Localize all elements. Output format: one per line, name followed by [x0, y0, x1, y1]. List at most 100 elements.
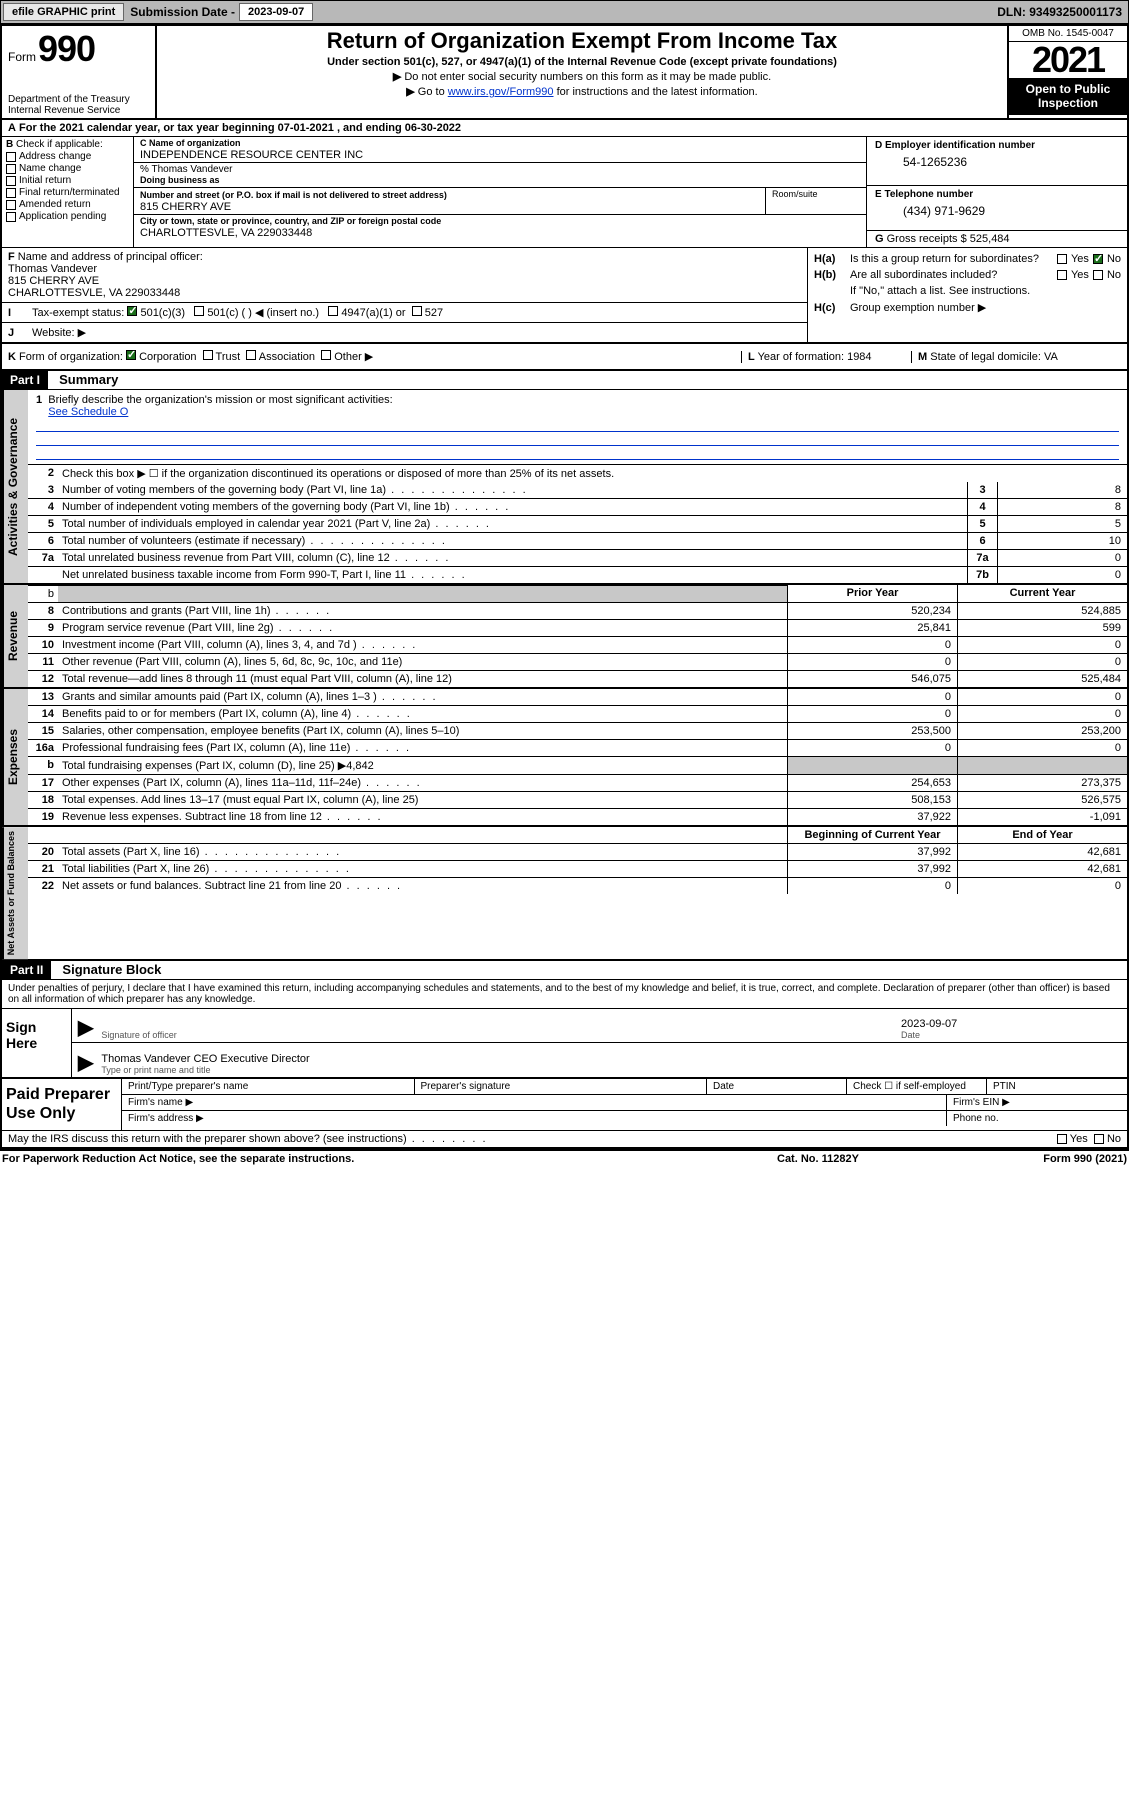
- form-990-container: Form 990 Department of the Treasury Inte…: [0, 24, 1129, 1151]
- chk-trust[interactable]: [203, 350, 213, 360]
- paid-preparer-block: Paid Preparer Use Only Print/Type prepar…: [2, 1078, 1127, 1130]
- vtab-netassets: Net Assets or Fund Balances: [2, 827, 28, 959]
- chk-527[interactable]: [412, 306, 422, 316]
- addr-label: Number and street (or P.O. box if mail i…: [140, 190, 447, 200]
- page-footer: For Paperwork Reduction Act Notice, see …: [0, 1151, 1129, 1167]
- preparer-sig-cell: Preparer's signature: [415, 1079, 708, 1094]
- vtab-expenses: Expenses: [2, 689, 28, 825]
- city-label: City or town, state or province, country…: [140, 216, 441, 226]
- header-right: OMB No. 1545-0047 2021 Open to Public In…: [1007, 26, 1127, 118]
- header-left: Form 990 Department of the Treasury Inte…: [2, 26, 157, 118]
- part1-title: Summary: [51, 372, 118, 387]
- type-name-label: Type or print name and title: [101, 1065, 1121, 1075]
- sig-arrow-icon: ▶: [78, 1015, 101, 1040]
- paid-preparer-label: Paid Preparer Use Only: [2, 1079, 122, 1129]
- efile-print-button[interactable]: efile GRAPHIC print: [3, 3, 124, 21]
- open-to-public: Open to Public Inspection: [1009, 78, 1127, 115]
- chk-other[interactable]: [321, 350, 331, 360]
- part2-label: Part II: [2, 961, 51, 979]
- chk-final-return[interactable]: Final return/terminated: [6, 187, 129, 198]
- sig-date-label: Date: [901, 1030, 1121, 1040]
- submission-date: 2023-09-07: [239, 3, 313, 21]
- penalty-statement: Under penalties of perjury, I declare th…: [2, 980, 1127, 1009]
- chk-501c[interactable]: [194, 306, 204, 316]
- col-c-org-info: C Name of organization INDEPENDENCE RESO…: [134, 137, 867, 247]
- dept-treasury: Department of the Treasury: [8, 94, 149, 105]
- paperwork-notice: For Paperwork Reduction Act Notice, see …: [2, 1153, 777, 1165]
- line-2: Check this box ▶ ☐ if the organization d…: [58, 465, 1127, 482]
- chk-amended[interactable]: Amended return: [6, 199, 129, 210]
- val-6: 10: [997, 533, 1127, 549]
- preparer-date-cell: Date: [707, 1079, 847, 1094]
- form-header: Form 990 Department of the Treasury Inte…: [2, 26, 1127, 120]
- part1-label: Part I: [2, 371, 48, 389]
- efile-topbar: efile GRAPHIC print Submission Date - 20…: [0, 0, 1129, 24]
- chk-name-change[interactable]: Name change: [6, 163, 129, 174]
- sig-officer-label: Signature of officer: [101, 1030, 901, 1040]
- dba-label: Doing business as: [140, 175, 220, 185]
- part1-bar: Part I Summary: [2, 371, 1127, 390]
- col-defg: D Employer identification number 54-1265…: [867, 137, 1127, 247]
- form-word: Form: [8, 50, 36, 64]
- group-exemption: Group exemption number ▶: [850, 301, 1121, 314]
- discuss-no[interactable]: [1094, 1134, 1104, 1144]
- section-netassets: Net Assets or Fund Balances Beginning of…: [2, 827, 1127, 961]
- dln: DLN: 93493250001173: [997, 5, 1128, 19]
- chk-4947[interactable]: [328, 306, 338, 316]
- schedule-o-link[interactable]: See Schedule O: [48, 406, 128, 418]
- header-mid: Return of Organization Exempt From Incom…: [157, 26, 1007, 118]
- line-7b: Net unrelated business taxable income fr…: [58, 567, 967, 583]
- firm-addr-cell: Firm's address ▶: [122, 1111, 947, 1126]
- col-prior-year: Prior Year: [787, 585, 957, 602]
- irs-link[interactable]: www.irs.gov/Form990: [448, 86, 554, 98]
- chk-corporation[interactable]: [126, 350, 136, 360]
- ptin-cell: PTIN: [987, 1079, 1127, 1094]
- chk-initial-return[interactable]: Initial return: [6, 175, 129, 186]
- self-employed-cell: Check ☐ if self-employed: [847, 1079, 987, 1094]
- row-klm: K Form of organization: Corporation Trus…: [2, 344, 1127, 371]
- officer-addr: 815 CHERRY AVE: [8, 275, 99, 287]
- officer-city: CHARLOTTESVLE, VA 229033448: [8, 287, 180, 299]
- col-beginning: Beginning of Current Year: [787, 827, 957, 843]
- line-6: Total number of volunteers (estimate if …: [58, 533, 967, 549]
- irs-label: Internal Revenue Service: [8, 105, 149, 116]
- hb-yes[interactable]: [1057, 270, 1067, 280]
- discuss-yes[interactable]: [1057, 1134, 1067, 1144]
- val-5: 5: [997, 516, 1127, 532]
- tax-year: 2021: [1009, 42, 1127, 78]
- fijk-left: F Name and address of principal officer:…: [2, 248, 807, 342]
- chk-association[interactable]: [246, 350, 256, 360]
- ha-yes[interactable]: [1057, 254, 1067, 264]
- val-3: 8: [997, 482, 1127, 498]
- chk-application-pending[interactable]: Application pending: [6, 211, 129, 222]
- submission-label: Submission Date -: [126, 5, 239, 19]
- section-fijk: F Name and address of principal officer:…: [2, 248, 1127, 344]
- chk-501c3[interactable]: [127, 306, 137, 316]
- hb-no[interactable]: [1093, 270, 1103, 280]
- sign-here-label: Sign Here: [2, 1009, 72, 1077]
- val-7a: 0: [997, 550, 1127, 566]
- form-number: 990: [38, 28, 95, 70]
- gross-receipts: 525,484: [970, 233, 1010, 245]
- vtab-governance: Activities & Governance: [2, 390, 28, 583]
- org-city: CHARLOTTESVLE, VA 229033448: [140, 227, 312, 239]
- form-ref: Form 990 (2021): [977, 1153, 1127, 1165]
- form-subtitle: Under section 501(c), 527, or 4947(a)(1)…: [163, 56, 1001, 68]
- sig-arrow-icon-2: ▶: [78, 1050, 101, 1075]
- org-address: 815 CHERRY AVE: [140, 201, 231, 213]
- website-row: Website: ▶: [32, 326, 801, 339]
- room-suite: Room/suite: [766, 188, 866, 214]
- sig-date-value: 2023-09-07: [901, 1018, 1121, 1030]
- firm-ein-cell: Firm's EIN ▶: [947, 1095, 1127, 1110]
- chk-address-change[interactable]: Address change: [6, 151, 129, 162]
- h-note: If "No," attach a list. See instructions…: [814, 283, 1121, 299]
- section-expenses: Expenses 13Grants and similar amounts pa…: [2, 689, 1127, 827]
- officer-sig-name: Thomas Vandever CEO Executive Director: [101, 1053, 1121, 1065]
- col-endofyear: End of Year: [957, 827, 1127, 843]
- col-b-checkboxes: B Check if applicable: Address change Na…: [2, 137, 134, 247]
- sign-here-block: Sign Here ▶ Signature of officer 2023-09…: [2, 1009, 1127, 1078]
- ein: 54-1265236: [875, 151, 1119, 173]
- line-4: Number of independent voting members of …: [58, 499, 967, 515]
- org-name: INDEPENDENCE RESOURCE CENTER INC: [140, 149, 363, 161]
- ha-no[interactable]: [1093, 254, 1103, 264]
